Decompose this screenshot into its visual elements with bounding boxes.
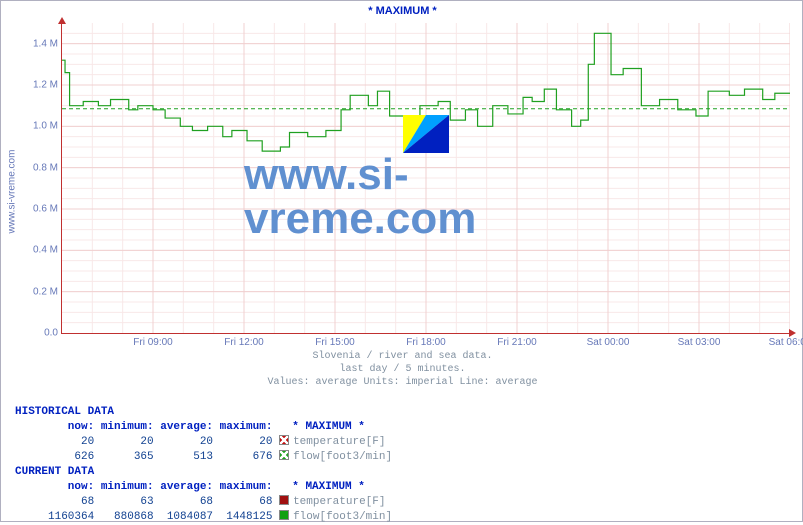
swatch-icon	[279, 450, 289, 460]
table-row: 626 365 513 676 flow[foot3/min]	[15, 450, 392, 465]
y-axis-label: www.si-vreme.com	[3, 1, 21, 381]
subtitle-3: Values: average Units: imperial Line: av…	[1, 377, 803, 388]
y-tick: 0.6 M	[33, 204, 58, 215]
chart-frame: { "title": "* MAXIMUM *", "ylabel": "www…	[0, 0, 803, 522]
table-row: 20 20 20 20 temperature[F]	[15, 435, 392, 450]
y-tick: 1.2 M	[33, 80, 58, 91]
plot-svg	[62, 23, 790, 333]
x-tick: Sat 00:00	[587, 337, 630, 348]
y-tick: 1.4 M	[33, 38, 58, 49]
swatch-icon	[279, 510, 289, 520]
x-tick: Fri 15:00	[315, 337, 354, 348]
y-tick: 0.8 M	[33, 162, 58, 173]
y-tick: 0.0	[44, 328, 58, 339]
section-title: CURRENT DATA	[15, 465, 392, 480]
swatch-icon	[279, 495, 289, 505]
y-axis-arrow-icon	[58, 17, 66, 24]
x-tick: Sat 03:00	[678, 337, 721, 348]
x-tick: Fri 12:00	[224, 337, 263, 348]
x-tick: Fri 21:00	[497, 337, 536, 348]
y-tick: 0.2 M	[33, 286, 58, 297]
table-row: 68 63 68 68 temperature[F]	[15, 495, 392, 510]
plot-area: www.si-vreme.com 0.00.2 M0.4 M0.6 M0.8 M…	[61, 23, 790, 334]
y-tick: 1.0 M	[33, 121, 58, 132]
swatch-icon	[279, 435, 289, 445]
chart-area: * MAXIMUM * www.si-vreme.com www.si-vrem…	[1, 1, 803, 381]
table-row: 1160364 880868 1084087 1448125 flow[foot…	[15, 510, 392, 525]
x-tick: Fri 09:00	[133, 337, 172, 348]
x-axis-arrow-icon	[789, 329, 796, 337]
x-tick: Fri 18:00	[406, 337, 445, 348]
table-header: now: minimum: average: maximum: * MAXIMU…	[15, 480, 392, 495]
data-tables: HISTORICAL DATA now: minimum: average: m…	[15, 405, 392, 525]
section-title: HISTORICAL DATA	[15, 405, 392, 420]
chart-title: * MAXIMUM *	[1, 5, 803, 17]
table-header: now: minimum: average: maximum: * MAXIMU…	[15, 420, 392, 435]
subtitle-2: last day / 5 minutes.	[1, 364, 803, 375]
x-tick: Sat 06:00	[769, 337, 803, 348]
subtitle-1: Slovenia / river and sea data.	[1, 351, 803, 362]
y-tick: 0.4 M	[33, 245, 58, 256]
